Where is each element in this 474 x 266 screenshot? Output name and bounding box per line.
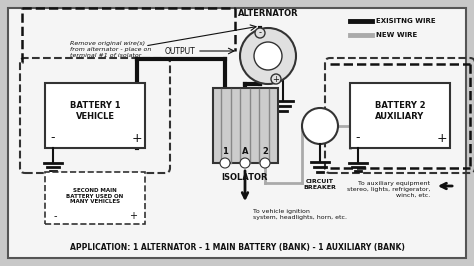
Text: NEW WIRE: NEW WIRE — [376, 32, 417, 38]
Text: APPLICATION: 1 ALTERNATOR - 1 MAIN BATTERY (BANK) - 1 AUXILIARY (BANK): APPLICATION: 1 ALTERNATOR - 1 MAIN BATTE… — [70, 243, 404, 252]
Text: +: + — [437, 131, 447, 144]
Text: +: + — [273, 74, 280, 84]
FancyBboxPatch shape — [45, 172, 145, 224]
Text: OUTPUT: OUTPUT — [164, 47, 195, 56]
Text: +: + — [129, 211, 137, 221]
Circle shape — [220, 158, 230, 168]
Text: ALTERNATOR: ALTERNATOR — [237, 9, 298, 18]
Text: +: + — [132, 131, 142, 144]
FancyBboxPatch shape — [45, 83, 145, 148]
Circle shape — [240, 158, 250, 168]
Text: A: A — [242, 147, 248, 156]
FancyBboxPatch shape — [350, 83, 450, 148]
Text: -: - — [258, 28, 262, 38]
Text: 1: 1 — [222, 147, 228, 156]
Text: To vehicle ignition
system, headlights, horn, etc.: To vehicle ignition system, headlights, … — [253, 209, 347, 220]
Text: BATTERY 2
AUXILIARY: BATTERY 2 AUXILIARY — [374, 101, 425, 121]
Text: BATTERY 1
VEHICLE: BATTERY 1 VEHICLE — [70, 101, 120, 121]
Circle shape — [302, 108, 338, 144]
Text: 2: 2 — [262, 147, 268, 156]
Text: To auxiliary equipment
stereo, lights, refrigerator,
winch, etc.: To auxiliary equipment stereo, lights, r… — [346, 181, 430, 198]
FancyBboxPatch shape — [213, 88, 278, 163]
Circle shape — [260, 158, 270, 168]
Text: -: - — [51, 131, 55, 144]
Circle shape — [254, 42, 282, 70]
Text: ISOLATOR: ISOLATOR — [222, 173, 268, 182]
Text: SECOND MAIN
BATTERY USED ON
MANY VEHICLES: SECOND MAIN BATTERY USED ON MANY VEHICLE… — [66, 188, 124, 204]
Text: Remove original wire(s)
from alternator - place on
terminal #1 of isolator: Remove original wire(s) from alternator … — [70, 41, 151, 58]
Circle shape — [240, 28, 296, 84]
FancyBboxPatch shape — [8, 8, 466, 258]
Text: -: - — [356, 131, 360, 144]
Text: EXISITNG WIRE: EXISITNG WIRE — [376, 18, 436, 24]
Circle shape — [255, 28, 265, 38]
Text: CIRCUIT
BREAKER: CIRCUIT BREAKER — [303, 179, 337, 190]
Circle shape — [271, 74, 281, 84]
Text: -: - — [53, 211, 57, 221]
